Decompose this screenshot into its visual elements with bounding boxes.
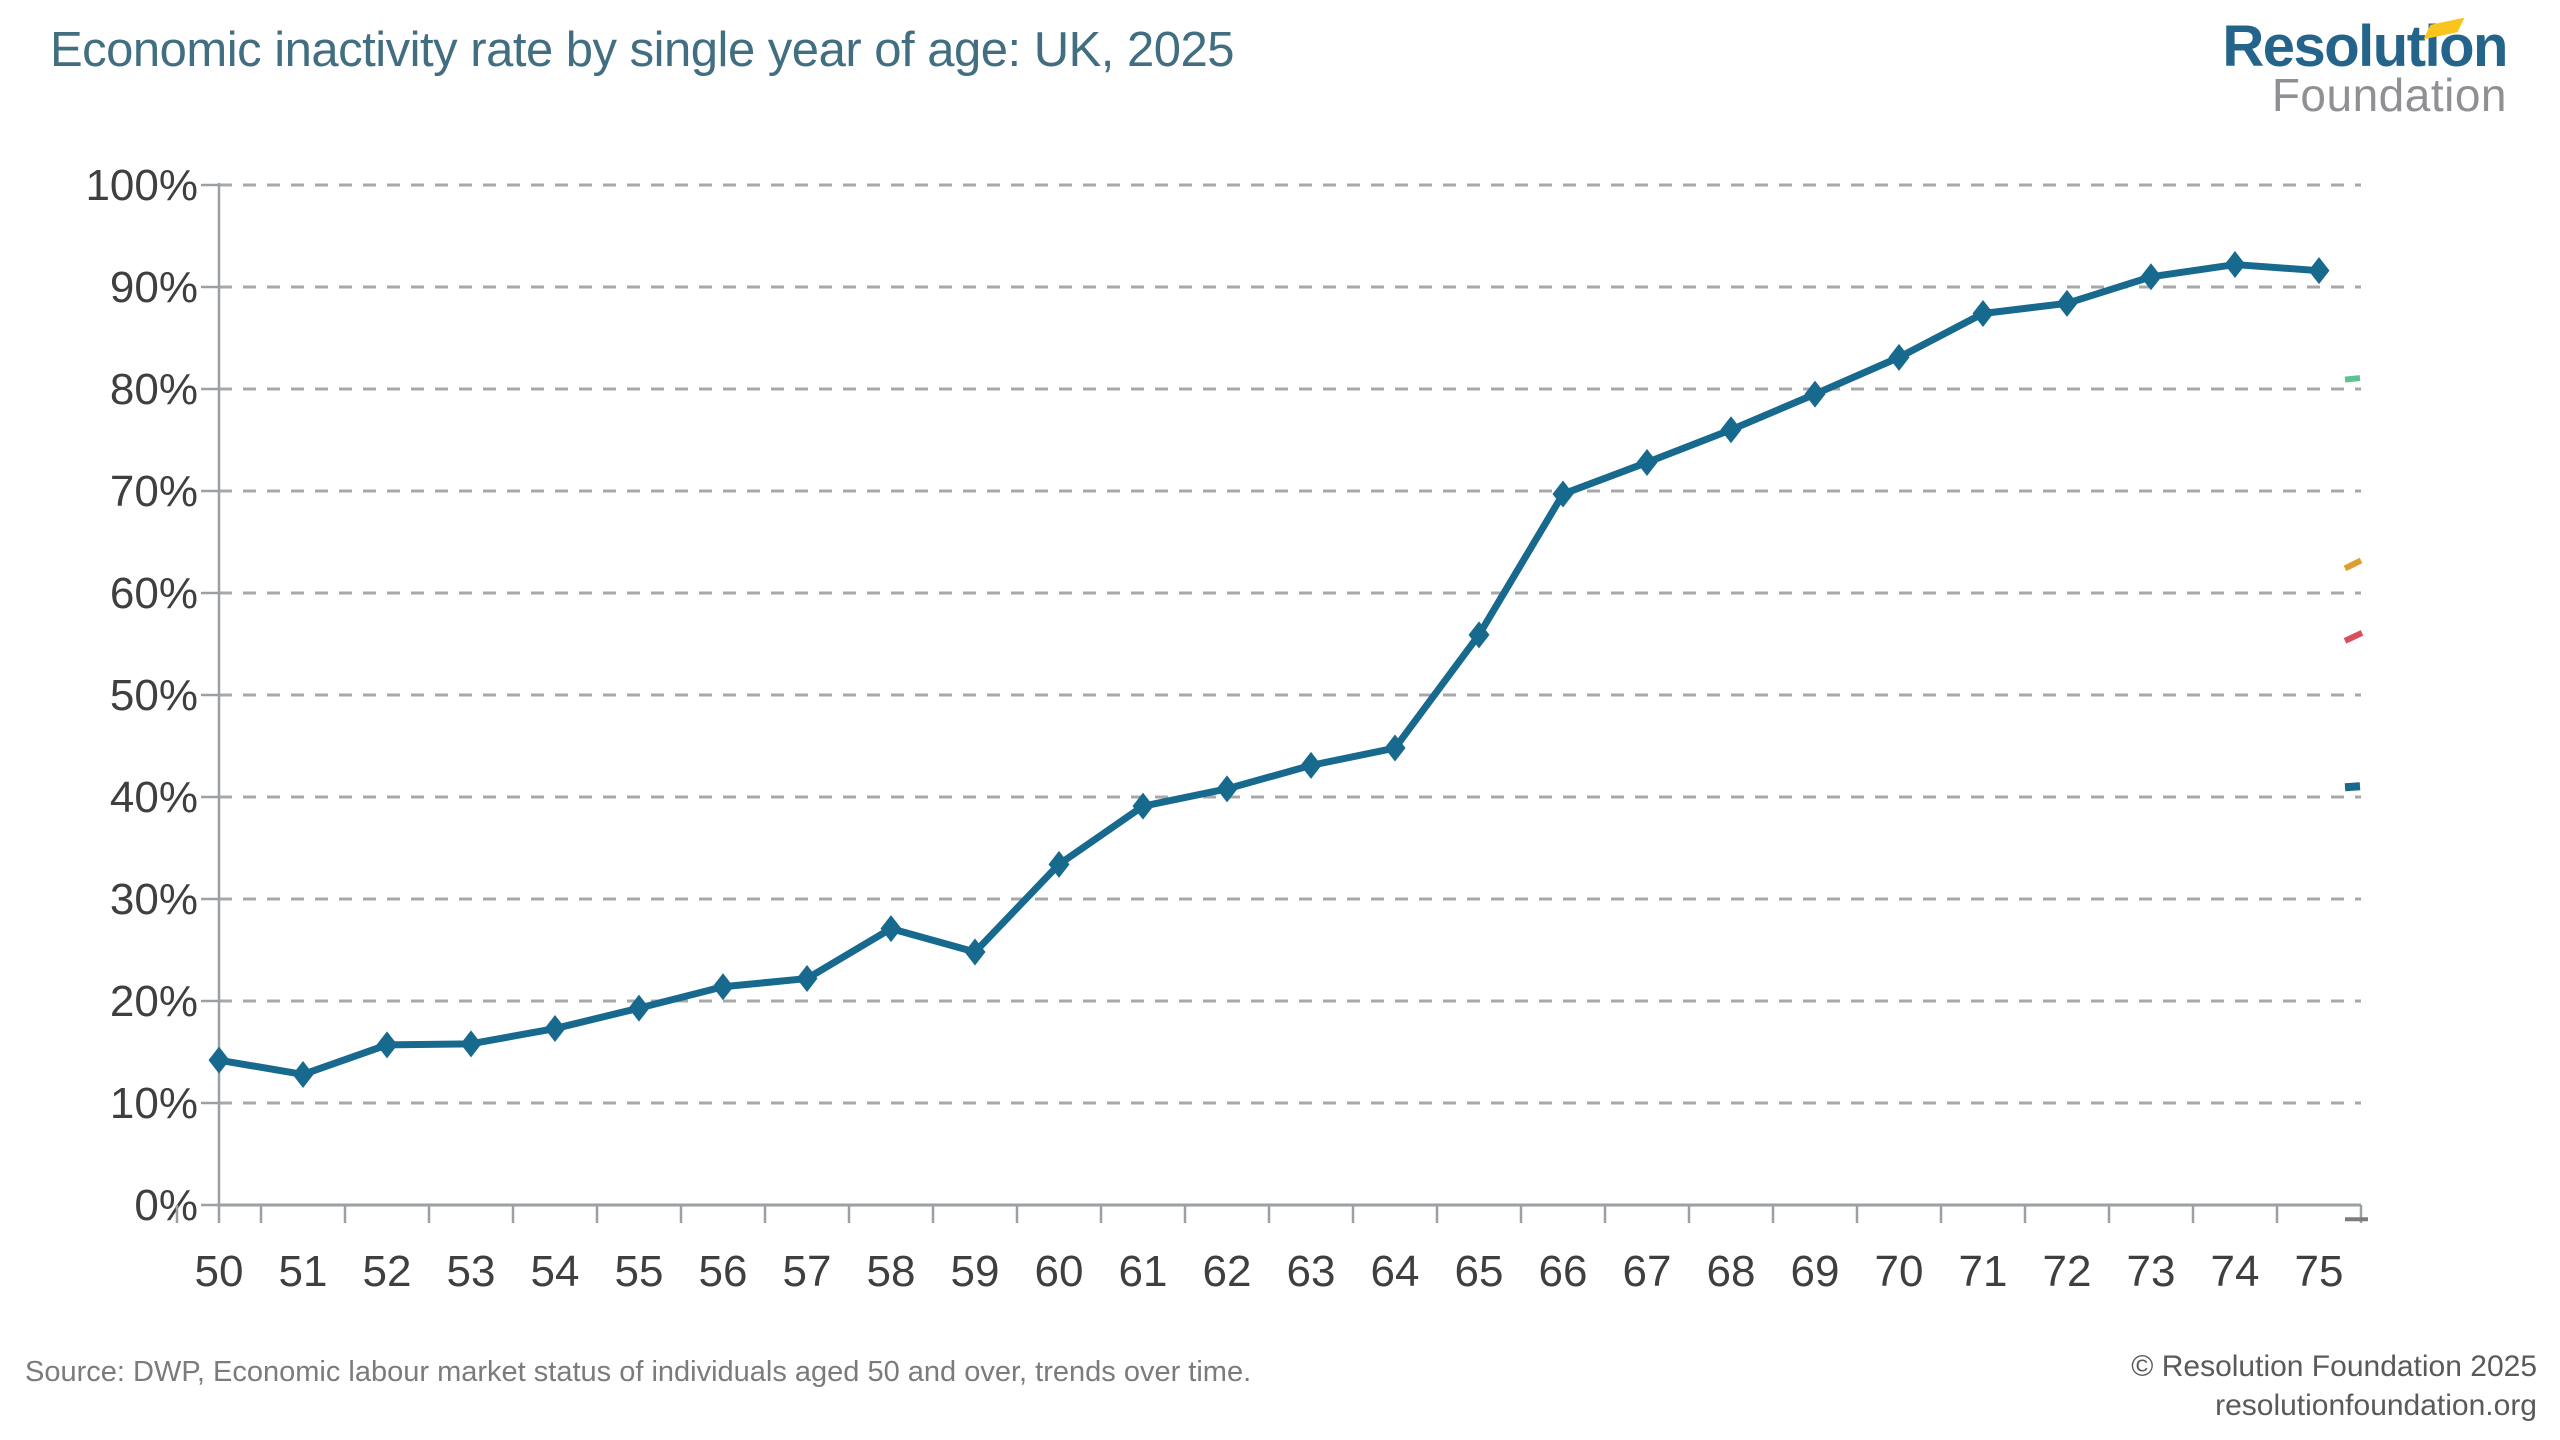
data-point-marker xyxy=(1048,850,1070,878)
y-axis-tick-label: 80% xyxy=(110,365,198,414)
y-axis-tick-label: 60% xyxy=(110,569,198,618)
data-point-marker xyxy=(1300,751,1322,779)
data-point-marker xyxy=(628,994,650,1022)
x-axis-tick-label: 64 xyxy=(1371,1247,1420,1296)
data-point-marker xyxy=(376,1031,398,1059)
x-axis-tick-label: 52 xyxy=(363,1247,412,1296)
data-point-marker xyxy=(1384,734,1406,762)
x-axis-tick-label: 73 xyxy=(2127,1247,2176,1296)
x-axis-tick-label: 69 xyxy=(1791,1247,1840,1296)
data-point-marker xyxy=(2308,257,2330,285)
y-axis-tick-label: 100% xyxy=(85,161,198,210)
x-axis-tick-label: 66 xyxy=(1539,1247,1588,1296)
y-axis-tick-label: 30% xyxy=(110,875,198,924)
x-axis-tick-label: 75 xyxy=(2295,1247,2344,1296)
y-axis-tick-label: 20% xyxy=(110,977,198,1026)
y-axis-tick-label: 50% xyxy=(110,671,198,720)
x-axis-tick-label: 65 xyxy=(1455,1247,1504,1296)
data-point-marker xyxy=(292,1060,314,1088)
x-axis-tick-label: 57 xyxy=(783,1247,832,1296)
x-axis-tick-label: 54 xyxy=(531,1247,580,1296)
y-axis-tick-label: 0% xyxy=(134,1181,198,1230)
logo-text-resolution: Resolution xyxy=(2222,14,2508,79)
page-title: Economic inactivity rate by single year … xyxy=(50,23,1235,77)
x-axis-tick-label: 53 xyxy=(447,1247,496,1296)
y-axis-tick-label: 70% xyxy=(110,467,198,516)
data-point-marker xyxy=(1972,300,1994,328)
data-point-marker xyxy=(796,965,818,993)
x-axis-tick-label: 51 xyxy=(279,1247,328,1296)
copyright-text: © Resolution Foundation 2025 xyxy=(2131,1350,2537,1383)
footer-attribution: © Resolution Foundation 2025 resolutionf… xyxy=(2131,1347,2537,1425)
x-axis-tick-label: 63 xyxy=(1287,1247,1336,1296)
x-axis-tick-label: 56 xyxy=(699,1247,748,1296)
data-point-marker xyxy=(208,1046,230,1074)
data-point-marker xyxy=(1468,621,1490,649)
y-axis-tick-label: 90% xyxy=(110,263,198,312)
data-point-marker xyxy=(2056,289,2078,317)
x-axis-tick-label: 59 xyxy=(951,1247,1000,1296)
x-axis-tick-label: 74 xyxy=(2211,1247,2260,1296)
x-axis-tick-label: 62 xyxy=(1203,1247,1252,1296)
y-axis-tick-label: 40% xyxy=(110,773,198,822)
x-axis-tick-label: 70 xyxy=(1875,1247,1924,1296)
data-point-marker xyxy=(1888,343,1910,371)
clipped-series-teal xyxy=(2344,782,2361,792)
data-point-marker xyxy=(1132,792,1154,820)
data-point-marker xyxy=(1720,416,1742,444)
y-axis-tick-label: 10% xyxy=(110,1079,198,1128)
data-point-marker xyxy=(964,938,986,966)
clipped-series-orange xyxy=(2343,557,2363,572)
clipped-series-green xyxy=(2344,375,2361,383)
resolution-foundation-logo: Resolution Foundation xyxy=(2222,14,2508,121)
data-point-marker xyxy=(1216,775,1238,803)
website-text: resolutionfoundation.org xyxy=(2215,1389,2537,1422)
x-axis-tick-label: 68 xyxy=(1707,1247,1756,1296)
data-point-marker xyxy=(1636,448,1658,476)
source-note: Source: DWP, Economic labour market stat… xyxy=(25,1356,1252,1388)
data-point-marker xyxy=(2224,251,2246,279)
x-axis-tick-label: 60 xyxy=(1035,1247,1084,1296)
data-point-marker xyxy=(1804,380,1826,408)
data-point-marker xyxy=(1552,480,1574,508)
clipped-series-red xyxy=(2343,630,2364,644)
x-axis-tick-label: 58 xyxy=(867,1247,916,1296)
x-axis-tick-label: 50 xyxy=(195,1247,244,1296)
x-axis-tick-label: 67 xyxy=(1623,1247,1672,1296)
x-axis-tick-label: 71 xyxy=(1959,1247,2008,1296)
x-axis-tick-label: 61 xyxy=(1119,1247,1168,1296)
series-line xyxy=(215,261,2323,1078)
x-axis-tick-label: 72 xyxy=(2043,1247,2092,1296)
logo-text-foundation: Foundation xyxy=(2271,69,2507,121)
x-axis-tick-label: 55 xyxy=(615,1247,664,1296)
data-point-marker xyxy=(880,915,902,943)
data-point-marker xyxy=(544,1015,566,1043)
data-point-marker xyxy=(460,1030,482,1058)
data-point-marker xyxy=(712,973,734,1001)
data-point-marker xyxy=(2140,263,2162,291)
